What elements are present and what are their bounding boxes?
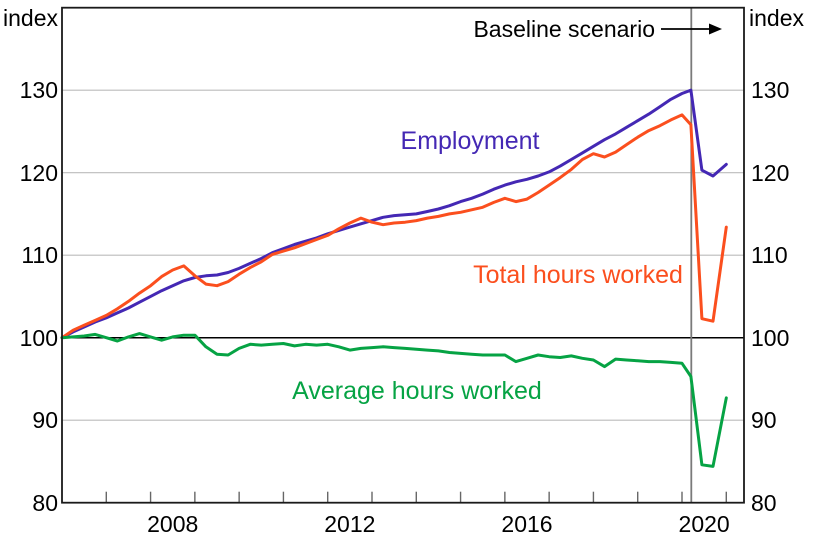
series-line-1 <box>60 113 728 340</box>
y-axis-tick-label-right-130: 130 <box>751 77 790 104</box>
x-axis-tick-label-2020: 2020 <box>678 511 730 537</box>
x-axis-tick-label-2012: 2012 <box>324 511 376 537</box>
plot-border <box>61 6 745 504</box>
y-axis-tick-label-left-90: 90 <box>32 407 58 434</box>
x-axis-tick-label-2016: 2016 <box>501 511 553 537</box>
y-axis-tick-label-left-100: 100 <box>19 324 58 351</box>
y-axis-tick-label-left-80: 80 <box>32 489 58 516</box>
y-axis-tick-label-left-120: 120 <box>19 159 58 186</box>
y-axis-tick-label-right-80: 80 <box>751 489 777 516</box>
series-line-2 <box>60 332 728 468</box>
y-axis-tick-label-left-110: 110 <box>21 242 58 269</box>
series-label-average-hours-worked: Average hours worked <box>292 377 542 405</box>
y-axis-tick-label-right-110: 110 <box>751 242 788 269</box>
y-axis-tick-label-right-100: 100 <box>751 324 790 351</box>
baseline-scenario-annotation: Baseline scenario <box>473 16 655 42</box>
y-axis-tick-label-right-90: 90 <box>751 407 777 434</box>
series-label-employment: Employment <box>400 127 540 155</box>
y-axis-unit-label-left: index <box>3 5 58 31</box>
series-label-total-hours-worked: Total hours worked <box>473 261 683 289</box>
series-line-0 <box>60 88 728 340</box>
y-axis-tick-label-left-130: 130 <box>19 77 58 104</box>
y-axis-tick-label-right-120: 120 <box>751 159 790 186</box>
x-axis-tick-label-2008: 2008 <box>147 511 199 537</box>
annotation-arrow-head <box>709 23 722 35</box>
y-axis-unit-label-right: index <box>749 5 804 31</box>
